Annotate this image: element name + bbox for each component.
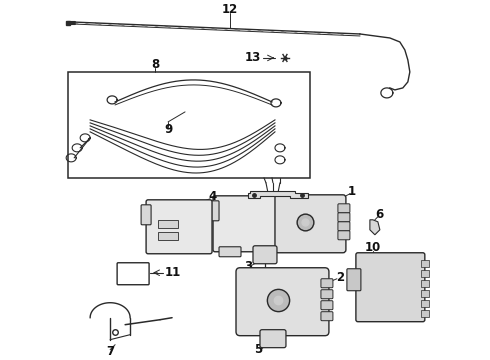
Bar bbox=[158, 232, 178, 240]
Text: 3: 3 bbox=[244, 260, 252, 273]
Text: 9: 9 bbox=[164, 123, 172, 136]
FancyBboxPatch shape bbox=[213, 196, 285, 252]
FancyBboxPatch shape bbox=[253, 246, 277, 264]
Polygon shape bbox=[248, 191, 308, 198]
FancyBboxPatch shape bbox=[321, 312, 333, 321]
FancyBboxPatch shape bbox=[321, 290, 333, 299]
Bar bbox=[421, 300, 429, 307]
Bar bbox=[421, 310, 429, 317]
Text: 11: 11 bbox=[165, 266, 181, 279]
Bar bbox=[68, 72, 310, 178]
FancyBboxPatch shape bbox=[338, 204, 350, 213]
FancyBboxPatch shape bbox=[356, 253, 425, 322]
Text: 8: 8 bbox=[151, 58, 159, 71]
Bar bbox=[421, 270, 429, 277]
Text: 12: 12 bbox=[222, 4, 238, 17]
FancyBboxPatch shape bbox=[219, 247, 241, 257]
Text: 10: 10 bbox=[365, 241, 381, 254]
FancyBboxPatch shape bbox=[141, 205, 151, 225]
FancyBboxPatch shape bbox=[347, 269, 361, 291]
FancyBboxPatch shape bbox=[338, 213, 350, 222]
FancyBboxPatch shape bbox=[117, 263, 149, 285]
Bar bbox=[158, 220, 178, 228]
Bar bbox=[421, 260, 429, 267]
FancyBboxPatch shape bbox=[260, 330, 286, 348]
FancyBboxPatch shape bbox=[146, 200, 212, 254]
FancyBboxPatch shape bbox=[321, 301, 333, 310]
FancyBboxPatch shape bbox=[275, 195, 346, 253]
FancyBboxPatch shape bbox=[338, 222, 350, 231]
FancyBboxPatch shape bbox=[338, 231, 350, 240]
Text: 5: 5 bbox=[254, 343, 262, 356]
Bar bbox=[421, 290, 429, 297]
Polygon shape bbox=[370, 220, 380, 235]
FancyBboxPatch shape bbox=[236, 268, 329, 336]
Text: 4: 4 bbox=[209, 190, 217, 203]
Text: 7: 7 bbox=[106, 345, 114, 358]
FancyBboxPatch shape bbox=[321, 279, 333, 288]
FancyBboxPatch shape bbox=[209, 201, 219, 221]
Text: 13: 13 bbox=[245, 51, 261, 64]
Text: 6: 6 bbox=[376, 208, 384, 221]
Text: 2: 2 bbox=[336, 271, 344, 284]
Bar bbox=[421, 280, 429, 287]
Text: 1: 1 bbox=[348, 185, 356, 198]
